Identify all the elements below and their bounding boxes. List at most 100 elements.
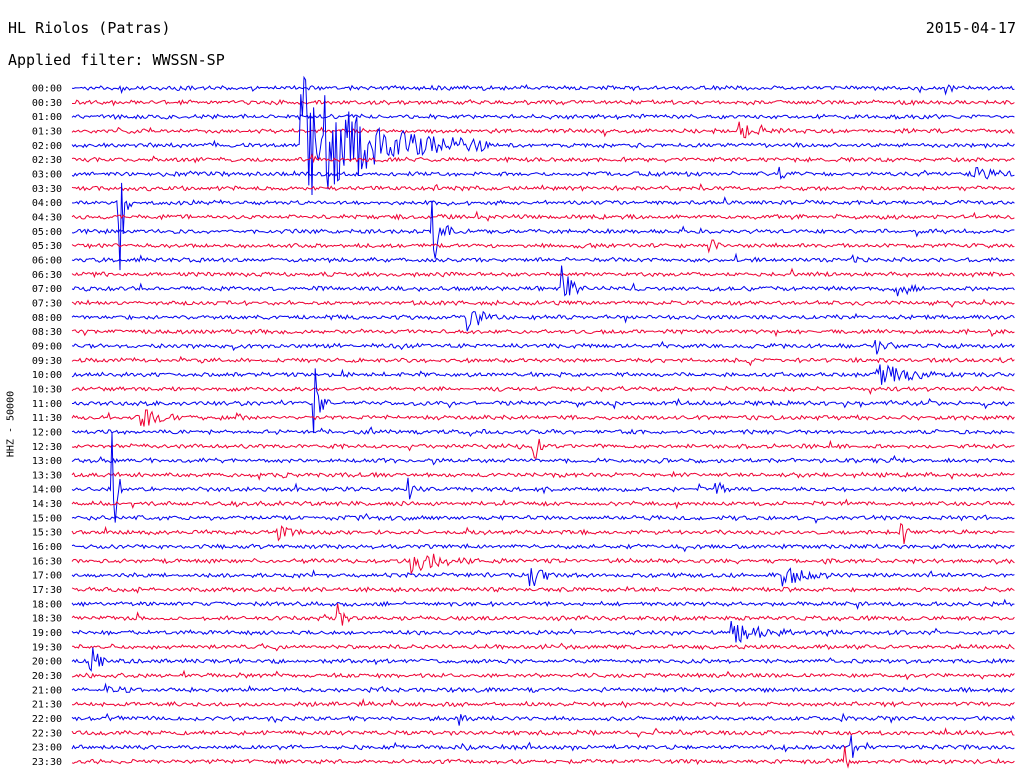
row-time-label: 13:00 (32, 456, 62, 467)
trace-row (71, 183, 1015, 192)
row-time-label: 00:30 (32, 98, 62, 109)
trace-row (72, 642, 1015, 652)
trace-row (72, 368, 1015, 434)
date-label: 2015-04-17 (925, 19, 1016, 37)
trace-group (71, 75, 1015, 769)
trace-row (71, 585, 1015, 594)
trace-row (71, 598, 1015, 611)
trace-row (71, 426, 1015, 437)
row-time-label: 05:30 (32, 241, 62, 252)
row-time-label: 19:30 (32, 642, 62, 653)
trace-row (71, 153, 1015, 164)
trace-row (71, 328, 1015, 338)
row-time-label: 05:00 (32, 227, 62, 238)
trace-row (71, 339, 1015, 355)
trace-row (71, 432, 1015, 523)
trace-row (71, 470, 1015, 481)
row-time-label: 06:30 (32, 270, 62, 281)
trace-row (71, 267, 1015, 279)
trace-row (71, 454, 1015, 466)
trace-row (71, 239, 1015, 254)
trace-row (71, 727, 1015, 738)
trace-row (71, 522, 1015, 544)
row-time-label: 18:30 (32, 614, 62, 625)
row-time-label: 22:00 (32, 714, 62, 725)
row-time-label: 23:00 (32, 743, 62, 754)
row-time-label: 15:30 (32, 528, 62, 539)
trace-row (71, 265, 1015, 297)
row-time-label: 23:30 (32, 757, 62, 768)
trace-row (71, 310, 1015, 332)
trace-row (71, 182, 1015, 271)
trace-row (71, 621, 1015, 644)
trace-row (71, 543, 1015, 553)
row-time-label: 13:30 (32, 470, 62, 481)
row-time-label: 16:30 (32, 556, 62, 567)
trace-row (71, 298, 1015, 308)
row-time-label: 16:00 (32, 542, 62, 553)
row-time-label: 15:00 (32, 513, 62, 524)
row-time-label: 10:00 (32, 370, 62, 381)
trace-row (72, 98, 1015, 107)
row-time-label: 18:00 (32, 599, 62, 610)
row-time-label: 03:00 (32, 169, 62, 180)
row-time-label: 20:30 (32, 671, 62, 682)
row-time-label: 01:00 (32, 112, 62, 123)
trace-row (71, 438, 1015, 459)
row-time-label: 08:30 (32, 327, 62, 338)
row-time-label: 08:00 (32, 313, 62, 324)
row-time-label: 17:30 (32, 585, 62, 596)
row-time-label: 07:00 (32, 284, 62, 295)
row-time-label: 01:30 (32, 126, 62, 137)
trace-row (71, 567, 1015, 587)
row-time-label: 06:00 (32, 255, 62, 266)
trace-row (71, 364, 1015, 385)
trace-row (71, 669, 1015, 681)
trace-row (71, 252, 1015, 264)
filter-label: Applied filter: WWSSN-SP (8, 51, 225, 69)
row-time-label: 09:30 (32, 356, 62, 367)
row-time-label: 10:30 (32, 384, 62, 395)
trace-row (71, 75, 1015, 196)
row-time-label: 17:00 (32, 571, 62, 582)
trace-row (71, 166, 1015, 180)
trace-row (71, 682, 1015, 694)
trace-row (71, 603, 1015, 626)
row-time-label: 21:00 (32, 685, 62, 696)
row-time-label: 22:30 (32, 728, 62, 739)
station-title: HL Riolos (Patras) (8, 19, 171, 37)
trace-row (71, 647, 1015, 672)
row-time-label: 19:00 (32, 628, 62, 639)
trace-row (71, 121, 1015, 139)
trace-row (71, 84, 1015, 96)
trace-row (71, 200, 1015, 259)
trace-row (71, 210, 1015, 222)
row-time-label: 03:30 (32, 184, 62, 195)
trace-row (71, 113, 1015, 121)
trace-row (71, 409, 1015, 427)
trace-row (71, 512, 1015, 524)
row-time-label: 14:00 (32, 485, 62, 496)
row-time-label: 11:00 (32, 399, 62, 410)
row-time-label: 07:30 (32, 298, 62, 309)
row-time-label: 04:00 (32, 198, 62, 209)
trace-row (71, 735, 1015, 758)
row-time-label: 02:30 (32, 155, 62, 166)
row-time-label: 09:00 (32, 341, 62, 352)
tick-label-group: 00:00 00:30 01:00 01:30 02:00 02:30 03:00 03:30… (32, 84, 62, 769)
row-time-label: 20:00 (32, 657, 62, 668)
row-time-label: 21:30 (32, 700, 62, 711)
trace-row (71, 385, 1015, 395)
trace-row (71, 712, 1015, 726)
row-time-label: 12:00 (32, 427, 62, 438)
trace-row (71, 698, 1015, 709)
row-time-label: 11:30 (32, 413, 62, 424)
row-time-label: 04:30 (32, 212, 62, 223)
trace-row (71, 553, 1015, 576)
row-time-label: 02:00 (32, 141, 62, 152)
trace-row (71, 498, 1015, 510)
row-time-label: 00:00 (32, 84, 62, 95)
trace-row (71, 355, 1015, 367)
row-time-label: 12:30 (32, 442, 62, 453)
